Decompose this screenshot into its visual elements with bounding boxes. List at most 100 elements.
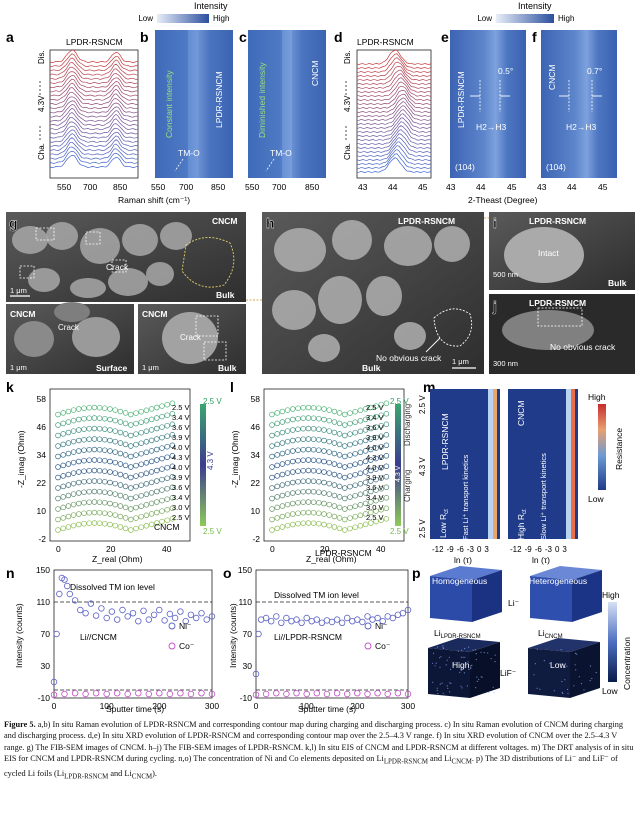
panel-m-bar-label: Resistance [614,428,624,470]
legend-marker [168,642,176,650]
panel-p-cube-2 [530,566,602,622]
eis-point [159,403,165,409]
eis-point [55,453,61,460]
eis-point [383,505,390,512]
eis-point [357,407,364,414]
raman-curve [49,100,139,114]
ni-point [71,597,79,604]
panel-m-right-stripe [566,389,572,539]
eis-point [274,410,280,416]
eis-point [76,479,82,486]
eis-point [107,521,113,528]
eis-point [321,427,327,433]
eis-point [331,461,338,467]
eis-point [138,471,144,478]
panel-l-ytick-1: 46 [251,422,261,432]
eis-point [96,509,103,516]
intensity-low-left: Low [138,14,153,23]
panel-j-note: No obvious crack [550,342,616,352]
eis-point [169,442,176,449]
lif-dot [470,665,472,667]
eis-point [133,483,139,490]
eis-point [76,500,82,507]
eis-point [86,467,92,474]
eis-point [326,438,332,445]
voltage-label: 3.4 V [172,493,190,502]
sem-grain [366,276,402,316]
panel-g3-crack: Crack [180,333,202,342]
raman-curve [49,53,139,68]
eis-point [316,478,322,485]
raman-curve [49,129,139,143]
voltage-label: 3.6 V [366,423,384,432]
panel-letter-g: g [9,215,18,231]
eis-point [133,452,139,458]
co-point [135,690,142,697]
eis-point [117,503,124,509]
co-point [92,690,100,697]
eis-point [279,513,286,520]
intensity-high-left: High [213,14,229,23]
eis-point [143,491,150,498]
eis-point [368,509,374,516]
caption-text: a,b) In situ Raman evolution of LPDR-RSN… [4,720,634,764]
intensity-colorbar-right [496,14,554,23]
eis-point [107,448,113,454]
ni-point [177,608,184,615]
co-point [82,690,89,698]
panel-l-bar-mid: 4.3 V [395,465,402,482]
eis-point [86,499,92,505]
lif-dot [433,652,435,655]
co-point [354,690,361,697]
xrd-curve [356,109,432,125]
eis-point [122,515,129,521]
panel-g3-corner: Bulk [218,363,237,373]
panel-l-bar-top: 2.5 V [390,397,409,406]
eis-point [107,469,113,475]
eis-point [133,410,139,416]
eis-point [154,488,160,495]
eis-point [65,471,72,478]
eis-point [169,421,176,428]
eis-point [300,520,306,526]
eis-point [326,459,332,466]
ni-point [399,610,407,617]
eis-point [112,501,118,508]
panel-m-left-kinetics: Fast Li⁺ transport kinetics [461,455,470,540]
panel-p-bar-low: Low [602,686,618,696]
eis-point [279,492,286,499]
lif-dot [478,678,480,681]
eis-point [112,438,118,445]
eis-point [295,489,301,495]
eis-point [326,407,332,413]
panel-p-heterogeneous: Heterogeneous [529,576,587,586]
eis-point [347,441,353,448]
lif-dot [560,663,562,665]
co-point [124,690,131,698]
eis-point [65,524,72,530]
xrd-curve [356,57,432,73]
panel-f-material: CNCM [547,65,557,91]
lif-dot [573,685,575,687]
panel-c-xtick-0: 550 [245,182,259,192]
panel-o-label: Li//LPDR-RSNCM [274,632,342,642]
ytick-label: 30 [243,661,253,671]
eis-point [107,427,113,433]
eis-point [362,490,369,496]
eis-point [128,443,134,449]
panel-k-xtick-1: 20 [106,544,116,554]
xrd-xlabel: 2-Theast (Degree) [468,195,538,205]
eis-point [305,499,312,505]
ni-point [338,619,346,626]
co-point [113,690,121,697]
eis-point [91,425,98,432]
lif-dot [436,646,438,648]
ytick-label: 110 [238,597,252,607]
panel-n-chart: 150 110 70 30 -100 100 200 300 Ni⁻ Co⁻ [36,565,220,711]
ni-point [298,619,305,626]
lif-dot [461,687,463,689]
lif-dot [494,654,496,656]
eis-point [269,495,275,502]
eis-point [122,504,129,511]
eis-point [321,448,327,454]
